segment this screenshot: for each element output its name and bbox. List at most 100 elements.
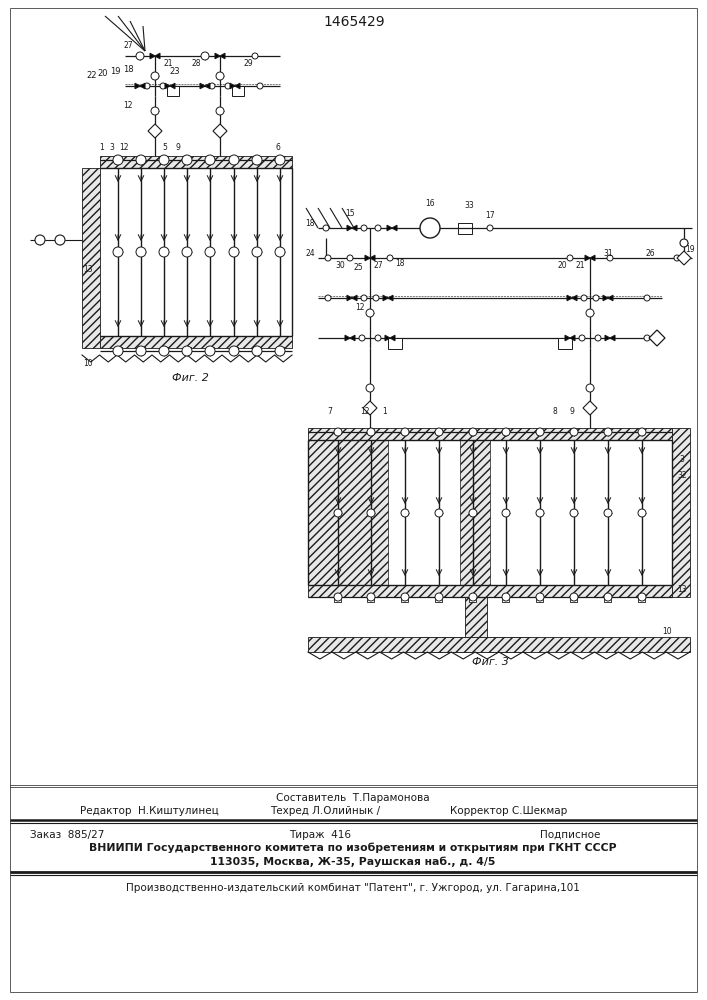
- Text: 27: 27: [123, 41, 133, 50]
- Circle shape: [604, 509, 612, 517]
- Polygon shape: [170, 83, 175, 89]
- Bar: [230, 347, 238, 353]
- Circle shape: [334, 428, 342, 436]
- Text: 13: 13: [83, 265, 93, 274]
- Text: 27: 27: [373, 261, 382, 270]
- Circle shape: [502, 593, 510, 601]
- Polygon shape: [570, 335, 575, 341]
- Circle shape: [205, 346, 215, 356]
- Text: 10: 10: [662, 628, 672, 637]
- Polygon shape: [583, 401, 597, 415]
- Polygon shape: [345, 335, 350, 341]
- Text: 23: 23: [170, 68, 180, 77]
- Text: 9: 9: [570, 408, 574, 416]
- Text: 9: 9: [175, 143, 180, 152]
- Circle shape: [375, 225, 381, 231]
- Polygon shape: [135, 83, 140, 89]
- Bar: [469, 596, 477, 601]
- Circle shape: [159, 155, 169, 165]
- Circle shape: [567, 255, 573, 261]
- Bar: [308, 440, 388, 585]
- Polygon shape: [365, 255, 370, 261]
- Bar: [308, 428, 672, 440]
- Polygon shape: [215, 53, 220, 59]
- Polygon shape: [213, 124, 227, 138]
- Circle shape: [159, 247, 169, 257]
- Circle shape: [113, 247, 123, 257]
- Text: Корректор С.Шекмар: Корректор С.Шекмар: [450, 806, 567, 816]
- Circle shape: [593, 295, 599, 301]
- Polygon shape: [649, 330, 665, 346]
- Circle shape: [216, 107, 224, 115]
- Polygon shape: [370, 255, 375, 261]
- Circle shape: [182, 247, 192, 257]
- Circle shape: [113, 155, 123, 165]
- Circle shape: [229, 346, 239, 356]
- Polygon shape: [140, 83, 145, 89]
- Circle shape: [401, 509, 409, 517]
- Circle shape: [136, 155, 146, 165]
- Text: Редактор  Н.Киштулинец: Редактор Н.Киштулинец: [80, 806, 218, 816]
- Text: 12: 12: [119, 143, 129, 152]
- Polygon shape: [350, 335, 355, 341]
- Circle shape: [638, 428, 646, 436]
- Circle shape: [55, 235, 65, 245]
- Circle shape: [144, 83, 150, 89]
- Text: 12: 12: [355, 304, 365, 312]
- Polygon shape: [155, 53, 160, 59]
- Text: 26: 26: [645, 248, 655, 257]
- Text: 20: 20: [557, 261, 567, 270]
- Text: Фиг. 2: Фиг. 2: [172, 373, 209, 383]
- Circle shape: [325, 255, 331, 261]
- Bar: [436, 596, 443, 601]
- Text: 1: 1: [382, 408, 387, 416]
- Bar: [334, 596, 341, 601]
- Circle shape: [252, 247, 262, 257]
- Polygon shape: [387, 225, 392, 231]
- Polygon shape: [200, 83, 205, 89]
- Text: 113035, Москва, Ж-35, Раушская наб., д. 4/5: 113035, Москва, Ж-35, Раушская наб., д. …: [210, 857, 496, 867]
- Bar: [402, 596, 409, 601]
- Text: 18: 18: [123, 66, 134, 75]
- Polygon shape: [148, 124, 162, 138]
- Text: 15: 15: [345, 209, 355, 218]
- Bar: [206, 347, 214, 353]
- Polygon shape: [585, 255, 590, 261]
- Circle shape: [469, 428, 477, 436]
- Circle shape: [607, 255, 613, 261]
- Text: Подписное: Подписное: [540, 830, 600, 840]
- Bar: [571, 596, 578, 601]
- Bar: [167, 86, 179, 96]
- Bar: [388, 338, 402, 349]
- Circle shape: [401, 428, 409, 436]
- Polygon shape: [385, 335, 390, 341]
- Polygon shape: [605, 335, 610, 341]
- Circle shape: [644, 295, 650, 301]
- Bar: [100, 156, 292, 168]
- Circle shape: [604, 593, 612, 601]
- Circle shape: [367, 593, 375, 601]
- Bar: [503, 596, 510, 601]
- Circle shape: [570, 593, 578, 601]
- Polygon shape: [610, 335, 615, 341]
- Circle shape: [367, 509, 375, 517]
- Bar: [460, 440, 490, 585]
- Circle shape: [435, 593, 443, 601]
- Circle shape: [325, 295, 331, 301]
- Polygon shape: [572, 295, 577, 301]
- Polygon shape: [388, 295, 393, 301]
- Circle shape: [160, 83, 166, 89]
- Text: 6: 6: [276, 143, 281, 152]
- Polygon shape: [150, 53, 155, 59]
- Circle shape: [216, 72, 224, 80]
- Circle shape: [359, 335, 365, 341]
- Polygon shape: [352, 225, 357, 231]
- Circle shape: [387, 255, 393, 261]
- Text: 7: 7: [327, 408, 332, 416]
- Circle shape: [257, 83, 263, 89]
- Polygon shape: [363, 401, 377, 415]
- Circle shape: [136, 52, 144, 60]
- Polygon shape: [235, 83, 240, 89]
- Text: 17: 17: [485, 212, 495, 221]
- Text: 21: 21: [163, 60, 173, 68]
